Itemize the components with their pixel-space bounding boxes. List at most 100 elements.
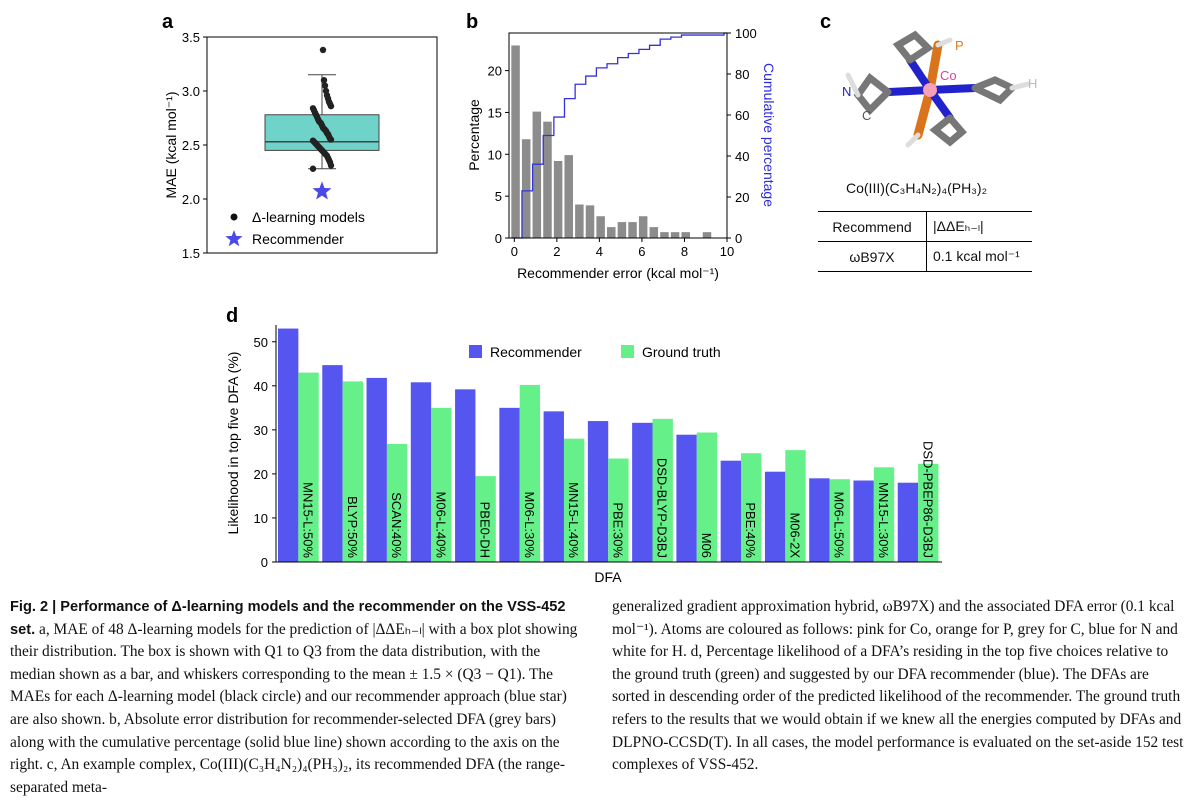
model-point (325, 133, 333, 140)
bar-ground-truth (563, 438, 585, 562)
model-point (326, 135, 334, 142)
model-point (320, 125, 328, 132)
histogram-bar (660, 232, 669, 238)
atom-label-h: H (1028, 76, 1037, 91)
bar-recommender (809, 478, 830, 562)
legend-label-ground-truth: Ground truth (642, 344, 721, 360)
model-point (327, 136, 335, 143)
ytick-label: 30 (254, 423, 268, 438)
model-point (320, 77, 328, 84)
bar-ground-truth (652, 418, 673, 562)
table-row: Recommend |ΔΔEₕ₋ₗ| (818, 211, 1032, 242)
panel-b-y2label: Cumulative percentage (761, 63, 777, 207)
category-label: PBE:40% (743, 502, 758, 558)
bar-ground-truth (608, 458, 629, 562)
histogram-bar (638, 216, 648, 238)
recommender-star (312, 181, 332, 200)
bar-ground-truth (829, 479, 850, 562)
model-point (310, 138, 318, 145)
complex-formula: Co(III)(C₃H₄N₂)₄(PH₃)₂ (846, 180, 988, 196)
histogram-bar (670, 232, 680, 238)
caption-right-column: generalized gradient approximation hybri… (612, 596, 1187, 777)
legend-dot-icon (230, 213, 238, 221)
model-point (311, 139, 319, 147)
model-point (314, 115, 322, 123)
legend-swatch-recommender (469, 345, 482, 358)
model-point (309, 105, 317, 112)
category-label: M06-L:40% (433, 492, 448, 559)
bar-recommender (676, 434, 697, 562)
ytick-label: 5 (495, 189, 502, 204)
model-point (318, 147, 326, 154)
xtick-label: 4 (596, 244, 603, 259)
bar-recommender (278, 328, 299, 562)
histogram-bar (617, 222, 627, 238)
category-label: BLYP:50% (345, 496, 360, 558)
model-point (323, 129, 331, 137)
bar-recommender (410, 382, 432, 562)
histogram-bar (702, 232, 712, 238)
legend-label-models: Δ-learning models (252, 209, 365, 225)
bar-recommender (455, 389, 476, 562)
model-point (320, 149, 328, 156)
histogram-bar (553, 160, 563, 238)
category-label: SCAN:40% (389, 492, 404, 558)
bar-ground-truth (475, 476, 496, 562)
model-point (324, 131, 332, 138)
model-point (312, 111, 320, 118)
category-label: MN15-L:50% (301, 482, 316, 558)
atom-label-c: C (862, 108, 871, 123)
caption-left-column: Fig. 2 | Performance of Δ-learning model… (10, 596, 585, 799)
legend-swatch-ground-truth (621, 345, 634, 358)
ytick-label: 3.0 (182, 84, 200, 99)
bar-recommender (632, 422, 653, 562)
panel-c-letter: c (820, 11, 831, 33)
model-point (309, 137, 317, 144)
model-point (321, 82, 329, 89)
xtick-label: 10 (720, 244, 734, 259)
model-point (313, 113, 321, 121)
histogram-bar (532, 111, 542, 238)
y2tick-label: 0 (735, 231, 742, 246)
bar-ground-truth (741, 453, 762, 562)
category-label: M06-L:30% (522, 492, 537, 559)
ytick-label: 0 (261, 555, 268, 570)
recommend-table: Recommend |ΔΔEₕ₋ₗ| ωB97X 0.1 kcal mol⁻¹ (818, 211, 1032, 272)
model-point (319, 124, 327, 131)
panel-d-ylabel: Likelihood in top five DFA (%) (225, 352, 241, 535)
panel-a-ylabel: MAE (kcal mol⁻¹) (163, 92, 179, 199)
caption-lead: Fig. 2 | Performance of Δ-learning model… (10, 599, 566, 638)
model-point (311, 109, 319, 116)
table-cell-error: 0.1 kcal mol⁻¹ (926, 241, 1032, 272)
ytick-label: 10 (254, 511, 268, 526)
histogram-bar (585, 205, 595, 238)
caption-right-text: generalized gradient approximation hybri… (612, 598, 1184, 774)
model-point (313, 141, 321, 149)
model-point (316, 119, 324, 126)
model-point (314, 142, 322, 150)
ytick-label: 10 (488, 147, 502, 162)
atom-label-p: P (955, 38, 964, 53)
cumulative-line (511, 32, 727, 239)
ytick-label: 0 (495, 231, 502, 246)
ytick-label: 20 (488, 64, 502, 79)
bar-ground-truth (918, 463, 939, 562)
bar-ground-truth (386, 443, 408, 562)
histogram-bar (543, 121, 552, 238)
model-point (315, 118, 323, 125)
bar-recommender (499, 407, 520, 562)
category-label: MN15-L:30% (876, 482, 891, 558)
legend-label-recommender: Recommender (252, 231, 344, 247)
histogram-bar (649, 227, 659, 238)
bar-recommender (720, 460, 742, 562)
xtick-label: 6 (638, 244, 645, 259)
xtick-label: 2 (553, 244, 560, 259)
model-point (324, 154, 332, 162)
model-point (315, 143, 323, 151)
bar-recommender (587, 421, 609, 562)
ytick-label: 20 (254, 467, 268, 482)
table-header-recommend: Recommend (818, 211, 927, 242)
bar-ground-truth (519, 384, 541, 562)
model-point (319, 46, 327, 54)
histogram-bar (628, 222, 637, 238)
